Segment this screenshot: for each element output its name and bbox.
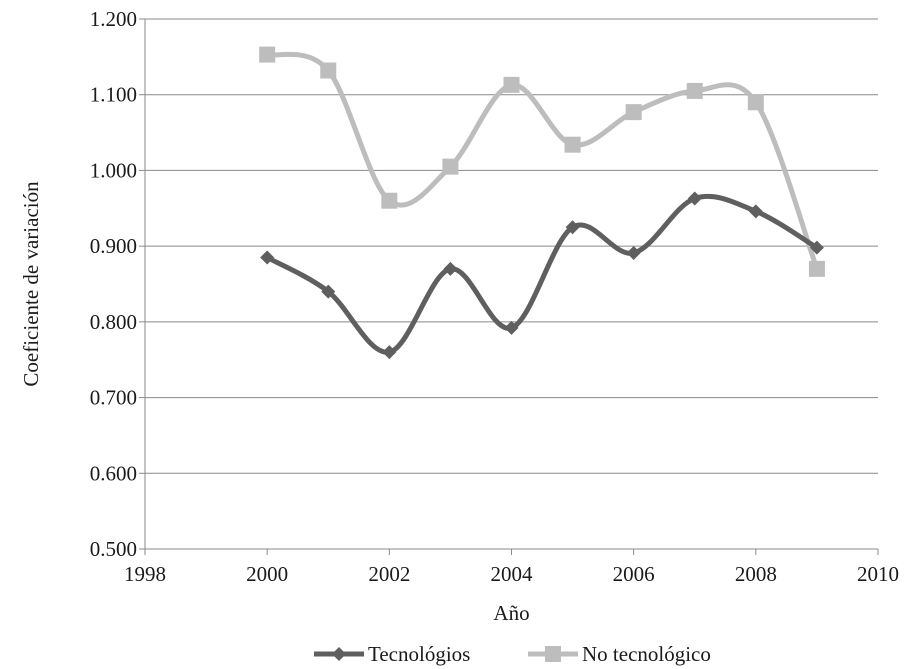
data-point (320, 62, 337, 79)
data-point (260, 250, 275, 265)
y-tick-label: 0.700 (90, 386, 137, 410)
legend-marker (332, 647, 346, 661)
legend-marker (545, 646, 561, 662)
data-point (321, 284, 336, 299)
data-point (503, 76, 520, 93)
y-tick-label: 0.800 (90, 310, 137, 334)
series-layer (259, 46, 825, 360)
y-tick-label: 1.200 (90, 7, 137, 31)
data-point (748, 204, 763, 219)
legend-label: No tecnológico (582, 642, 711, 666)
data-point (564, 136, 581, 153)
data-point (442, 158, 459, 175)
data-point (259, 46, 276, 63)
series-line (264, 51, 820, 272)
data-point (565, 220, 580, 235)
axes (144, 19, 878, 550)
series-0 (260, 191, 824, 360)
legend-item-0: Tecnológios (314, 642, 470, 666)
data-point (687, 191, 702, 206)
x-tick-labels: 1998 2000 2002 2004 2006 2008 2010 (124, 562, 899, 586)
x-tick-label: 2000 (246, 562, 288, 586)
data-point (686, 82, 703, 99)
x-tick-label: 2004 (491, 562, 534, 586)
legend: Tecnológios No tecnológico (314, 642, 711, 666)
x-tick-label: 2010 (857, 562, 899, 586)
data-point (808, 260, 825, 277)
y-tick-label: 1.000 (90, 158, 137, 182)
data-point (504, 320, 519, 335)
y-axis-title: Coeficiente de variación (19, 181, 43, 387)
x-tick-label: 2002 (368, 562, 410, 586)
y-tick-labels: 0.500 0.600 0.700 0.800 0.900 1.000 1.100 1.200 (90, 7, 137, 561)
data-point (625, 104, 642, 121)
legend-item-1: No tecnológico (528, 642, 711, 666)
y-tick-label: 0.900 (90, 234, 137, 258)
x-tick-label: 1998 (124, 562, 166, 586)
data-point (443, 261, 458, 276)
series-line (264, 193, 820, 355)
y-tick-label: 0.500 (90, 537, 137, 561)
y-tick-label: 0.600 (90, 461, 137, 485)
data-point (626, 245, 641, 260)
x-axis-title: Año (493, 601, 529, 625)
data-point (747, 94, 764, 111)
data-point (381, 192, 398, 209)
y-tick-label: 1.100 (90, 83, 137, 107)
x-tick-label: 2008 (735, 562, 777, 586)
data-point (382, 345, 397, 360)
legend-label: Tecnológios (368, 642, 470, 666)
data-point (809, 240, 824, 255)
x-tick-label: 2006 (613, 562, 655, 586)
gridlines (139, 18, 879, 555)
series-1 (259, 46, 825, 277)
